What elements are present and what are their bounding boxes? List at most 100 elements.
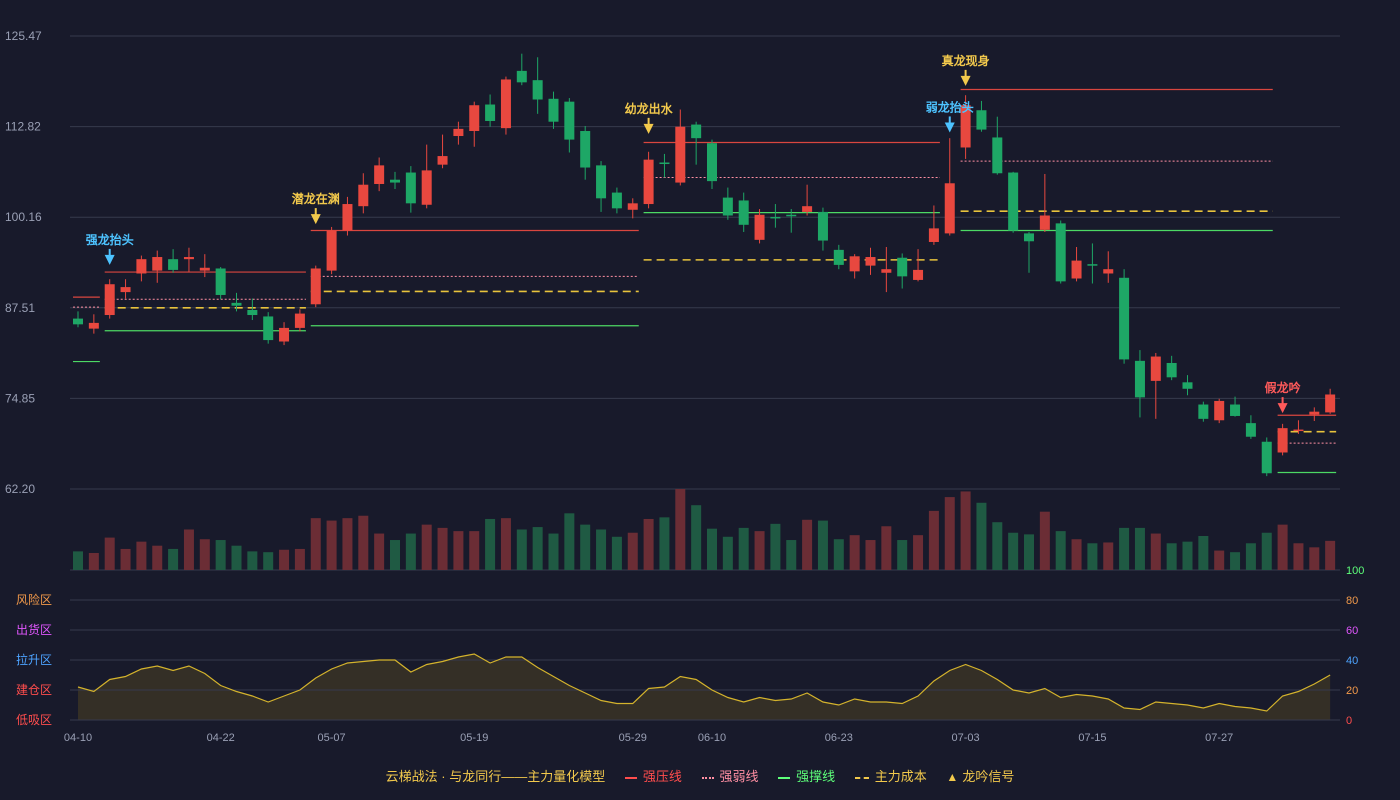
candle-down bbox=[722, 197, 733, 216]
candle-up bbox=[1150, 356, 1161, 381]
signal-arrow-icon bbox=[944, 122, 955, 133]
volume-bar bbox=[405, 533, 416, 570]
price-tick-label: 74.85 bbox=[5, 391, 35, 405]
date-tick-label: 07-03 bbox=[952, 732, 980, 744]
dragon-chart: 62.20 74.85 87.51 100.16 112.82 125.47 0 20 40 60… bbox=[5, 29, 1364, 744]
volume-bar bbox=[643, 518, 654, 570]
candle-up bbox=[913, 269, 924, 280]
candle-up bbox=[1103, 269, 1114, 274]
volume-bar bbox=[1293, 543, 1304, 570]
candle-down bbox=[770, 216, 781, 219]
signal-arrow-icon bbox=[310, 214, 321, 225]
volume-bar bbox=[104, 537, 115, 570]
volume-bar bbox=[73, 551, 83, 570]
legend-strong-support[interactable]: 强撑线 bbox=[778, 766, 835, 785]
candle-down bbox=[1008, 172, 1019, 231]
candle-up bbox=[358, 184, 369, 207]
candle-up bbox=[849, 256, 860, 272]
volume-bar bbox=[247, 551, 258, 570]
oscillator-line bbox=[77, 653, 1331, 712]
candle-down bbox=[168, 259, 179, 270]
volume-bar bbox=[849, 535, 860, 570]
candle-down bbox=[1166, 362, 1177, 378]
candle-down bbox=[516, 70, 527, 83]
price-tick-label: 62.20 bbox=[5, 482, 35, 496]
candle-down bbox=[611, 192, 622, 209]
candle-up bbox=[944, 183, 955, 234]
volume-bar bbox=[833, 539, 844, 570]
candle-up bbox=[1071, 260, 1082, 279]
volume-bar bbox=[532, 527, 543, 570]
candle-down bbox=[548, 98, 559, 122]
signal-arrow-icon bbox=[960, 75, 971, 86]
candle-down bbox=[897, 257, 908, 277]
date-tick-label: 04-22 bbox=[207, 732, 235, 744]
date-tick-label: 05-19 bbox=[460, 732, 488, 744]
signal-label: 假龙吟 bbox=[1265, 380, 1301, 395]
zone-label: 建仓区 bbox=[16, 683, 52, 697]
candle-down bbox=[817, 211, 828, 241]
legend-dragon-signal[interactable]: ▲ 龙吟信号 bbox=[946, 769, 1015, 784]
candle-up bbox=[152, 257, 163, 271]
volume-bar bbox=[707, 528, 717, 570]
candle-up bbox=[453, 128, 464, 137]
candle-down bbox=[1182, 382, 1193, 389]
candle-up bbox=[881, 269, 892, 273]
volume-bar bbox=[691, 505, 702, 570]
candle-down bbox=[1198, 404, 1209, 419]
legend-main-cost[interactable]: 主力成本 bbox=[854, 766, 927, 785]
price-tick-label: 112.82 bbox=[5, 120, 41, 134]
volume-bar bbox=[120, 548, 131, 570]
legend-weak-pressure[interactable]: 强弱线 bbox=[701, 766, 759, 785]
volume-bar bbox=[183, 529, 194, 570]
volume-bar bbox=[817, 520, 828, 570]
osc-tick-label: 0 bbox=[1346, 715, 1352, 727]
volume-bar bbox=[1103, 542, 1114, 570]
candle-down bbox=[580, 131, 591, 168]
signal-label: 幼龙出水 bbox=[625, 101, 674, 116]
price-tick-label: 87.51 bbox=[5, 301, 35, 315]
volume-bar bbox=[374, 533, 385, 570]
candle-up bbox=[136, 259, 147, 274]
candle-down bbox=[1024, 233, 1034, 242]
volume-bar bbox=[263, 552, 274, 570]
candle-up bbox=[1293, 429, 1304, 432]
signal-label: 真龙现身 bbox=[942, 53, 990, 68]
volume-bar bbox=[516, 529, 527, 570]
volume-bar bbox=[390, 540, 400, 570]
volume-bar bbox=[627, 532, 638, 570]
volume-bar bbox=[1182, 541, 1193, 570]
volume-bar bbox=[722, 536, 733, 570]
volume-bar bbox=[88, 552, 99, 570]
signal-label: 潜龙在渊 bbox=[292, 191, 340, 206]
volume-bar bbox=[358, 515, 369, 570]
volume-bar bbox=[881, 526, 892, 570]
volume-bar bbox=[500, 518, 511, 570]
volume-bar bbox=[199, 539, 210, 570]
candle-down bbox=[73, 318, 83, 325]
candle-down bbox=[215, 268, 226, 295]
candle-up bbox=[675, 126, 686, 183]
triangle-icon: ▲ bbox=[946, 770, 959, 784]
candle-up bbox=[326, 230, 337, 271]
signal-label: 强龙抬头 bbox=[86, 232, 134, 247]
zone-label: 出货区 bbox=[16, 622, 52, 637]
candle-down bbox=[1119, 277, 1130, 360]
volume-bar bbox=[1277, 524, 1288, 570]
candle-down bbox=[691, 124, 702, 139]
date-tick-label: 04-10 bbox=[64, 732, 92, 744]
volume-bar bbox=[1150, 533, 1161, 570]
date-tick-label: 06-10 bbox=[698, 732, 726, 744]
legend-title: 云梯战法 · 与龙同行——主力量化模型 bbox=[385, 769, 606, 784]
volume-bar bbox=[992, 522, 1003, 570]
volume-bar bbox=[1166, 543, 1177, 570]
candle-down bbox=[1261, 441, 1272, 474]
signal-arrow-icon bbox=[643, 123, 654, 134]
volume-bar bbox=[1087, 543, 1098, 570]
volume-bar bbox=[865, 540, 876, 570]
candle-down bbox=[659, 162, 670, 165]
osc-tick-label: 40 bbox=[1346, 655, 1358, 667]
volume-bar bbox=[1071, 539, 1082, 570]
date-tick-label: 06-23 bbox=[825, 732, 853, 744]
legend-strong-pressure[interactable]: 强压线 bbox=[624, 766, 682, 785]
